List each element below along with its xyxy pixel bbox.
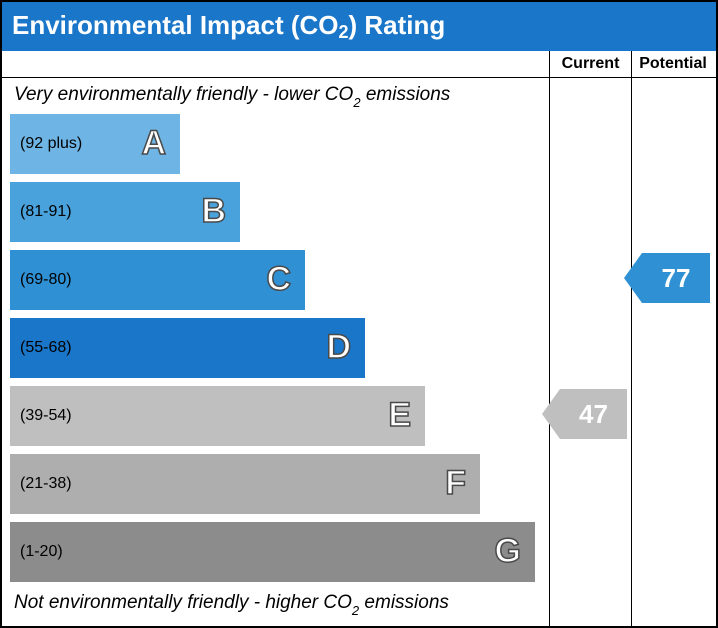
- eir-chart: Environmental Impact (CO2) Rating Curren…: [0, 0, 718, 628]
- band-letter: B: [201, 192, 230, 231]
- bars-column: Very environmentally friendly - lower CO…: [2, 78, 550, 626]
- chart-title: Environmental Impact (CO2) Rating: [2, 2, 716, 51]
- band-range-label: (55-68): [20, 339, 72, 357]
- band-letter: F: [445, 464, 470, 503]
- header-current: Current: [550, 51, 632, 77]
- band-row-e: (39-54) E: [10, 386, 541, 446]
- top-caption-suffix: emissions: [361, 84, 451, 105]
- bottom-caption-suffix: emissions: [359, 592, 449, 613]
- band-bar-g: (1-20) G: [10, 522, 535, 582]
- header-spacer: [2, 51, 550, 77]
- band-range-label: (69-80): [20, 271, 72, 289]
- current-column: 47: [550, 78, 632, 626]
- rating-arrow-current: 47: [560, 389, 627, 439]
- top-caption: Very environmentally friendly - lower CO…: [10, 82, 541, 114]
- header-potential: Potential: [632, 51, 714, 77]
- top-caption-prefix: Very environmentally friendly - lower CO: [14, 84, 353, 105]
- bottom-caption-sub: 2: [352, 603, 359, 618]
- band-row-c: (69-80) C: [10, 250, 541, 310]
- title-prefix: Environmental Impact (CO: [12, 10, 339, 40]
- bottom-caption-prefix: Not environmentally friendly - higher CO: [14, 592, 352, 613]
- bottom-caption: Not environmentally friendly - higher CO…: [10, 590, 541, 622]
- band-letter: D: [326, 328, 355, 367]
- bars-host: (92 plus) A (81-91) B (69-80) C (55-68) D (39-54…: [10, 114, 541, 582]
- band-bar-a: (92 plus) A: [10, 114, 180, 174]
- band-letter: C: [266, 260, 295, 299]
- top-caption-sub: 2: [353, 95, 360, 110]
- band-bar-e: (39-54) E: [10, 386, 425, 446]
- band-letter: E: [388, 396, 415, 435]
- band-range-label: (1-20): [20, 543, 63, 561]
- band-row-d: (55-68) D: [10, 318, 541, 378]
- band-row-g: (1-20) G: [10, 522, 541, 582]
- band-range-label: (21-38): [20, 475, 72, 493]
- body-row: Very environmentally friendly - lower CO…: [2, 78, 716, 626]
- band-bar-d: (55-68) D: [10, 318, 365, 378]
- band-row-a: (92 plus) A: [10, 114, 541, 174]
- band-bar-f: (21-38) F: [10, 454, 480, 514]
- band-row-b: (81-91) B: [10, 182, 541, 242]
- title-suffix: ) Rating: [349, 10, 446, 40]
- band-letter: G: [495, 532, 525, 571]
- band-range-label: (92 plus): [20, 135, 82, 153]
- header-row: Current Potential: [2, 51, 716, 78]
- band-row-f: (21-38) F: [10, 454, 541, 514]
- rating-arrow-potential: 77: [642, 253, 710, 303]
- band-range-label: (39-54): [20, 407, 72, 425]
- title-sub: 2: [339, 22, 349, 42]
- band-letter: A: [141, 124, 170, 163]
- potential-column: 77: [632, 78, 714, 626]
- band-bar-b: (81-91) B: [10, 182, 240, 242]
- band-bar-c: (69-80) C: [10, 250, 305, 310]
- band-range-label: (81-91): [20, 203, 72, 221]
